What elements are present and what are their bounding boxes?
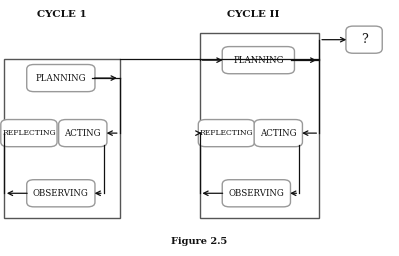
- FancyBboxPatch shape: [59, 120, 107, 147]
- Text: PLANNING: PLANNING: [233, 56, 284, 65]
- FancyBboxPatch shape: [346, 26, 382, 53]
- FancyBboxPatch shape: [222, 180, 290, 207]
- Text: ACTING: ACTING: [260, 129, 296, 138]
- FancyBboxPatch shape: [27, 180, 95, 207]
- Bar: [4, 59, 120, 218]
- Text: Figure 2.5: Figure 2.5: [172, 237, 227, 247]
- Text: CYCLE 1: CYCLE 1: [37, 9, 87, 19]
- Text: REFLECTING: REFLECTING: [200, 129, 253, 137]
- FancyBboxPatch shape: [254, 120, 302, 147]
- Text: OBSERVING: OBSERVING: [33, 189, 89, 198]
- FancyBboxPatch shape: [1, 120, 57, 147]
- Text: REFLECTING: REFLECTING: [2, 129, 56, 137]
- Text: ?: ?: [361, 33, 367, 46]
- Text: ACTING: ACTING: [65, 129, 101, 138]
- Text: CYCLE II: CYCLE II: [227, 9, 280, 19]
- FancyBboxPatch shape: [222, 47, 294, 74]
- FancyBboxPatch shape: [198, 120, 255, 147]
- Text: PLANNING: PLANNING: [36, 73, 86, 83]
- Bar: [200, 33, 319, 218]
- FancyBboxPatch shape: [27, 65, 95, 92]
- Text: OBSERVING: OBSERVING: [229, 189, 284, 198]
